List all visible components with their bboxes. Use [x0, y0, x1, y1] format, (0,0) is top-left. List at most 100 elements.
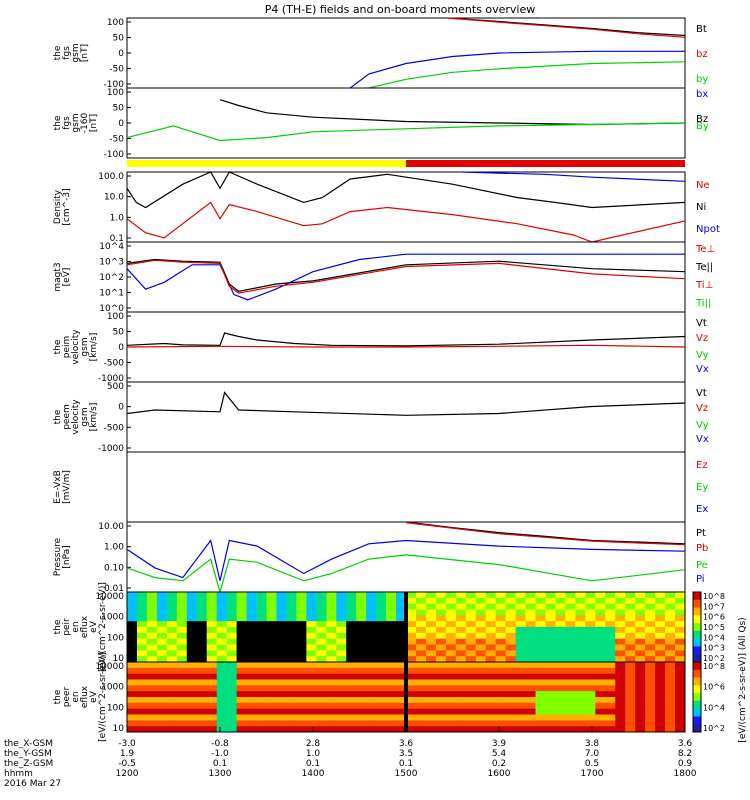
- spectrogram-cell: [176, 603, 188, 610]
- spectrogram-cell: [276, 603, 287, 610]
- spectrogram-cell: [236, 720, 248, 727]
- series-vt-line: [126, 391, 686, 416]
- spectrogram-cell: [415, 638, 427, 645]
- panel-frame: [126, 87, 686, 159]
- ephemeris-value: 1300: [209, 769, 232, 779]
- spectrogram-cell: [236, 685, 248, 692]
- spectrogram-cell: [645, 726, 656, 733]
- spectrogram-cell: [525, 603, 537, 610]
- spectrogram-cell: [645, 708, 656, 715]
- spectrogram-cell: [555, 638, 566, 645]
- spectrogram-cell: [555, 627, 566, 634]
- spectrogram-cell: [356, 720, 367, 727]
- panel-frame: [126, 451, 686, 523]
- spectrogram-cell: [127, 656, 138, 663]
- spectrogram-cell: [665, 662, 676, 669]
- spectrogram-cell: [246, 662, 258, 669]
- spectrogram-cell: [535, 708, 546, 715]
- spectrogram-cell: [286, 621, 297, 628]
- spectrogram-cell: [675, 714, 686, 721]
- spectrogram-cell: [246, 673, 258, 680]
- y-tick-label: 0: [118, 119, 124, 129]
- spectrogram-cell: [136, 697, 148, 704]
- spectrogram-cell: [376, 667, 387, 675]
- spectrogram-cell: [236, 656, 248, 663]
- spectrogram-cell: [356, 691, 367, 698]
- spectrogram-cell: [396, 603, 407, 610]
- spectrogram-cell: [326, 603, 337, 610]
- spectrogram-cell: [406, 702, 417, 710]
- spectrogram-cell: [346, 621, 357, 628]
- spectrogram-cell: [655, 656, 666, 663]
- spectrogram-cell: [465, 673, 477, 680]
- spectrogram-cell: [645, 697, 656, 704]
- spectrogram-cell: [415, 656, 427, 663]
- spectrogram-cell: [136, 592, 148, 599]
- spectrogram-cell: [156, 615, 168, 622]
- spectrogram-cell: [296, 615, 307, 622]
- spectrogram-cell: [146, 638, 158, 645]
- ephemeris-value: 1.0: [306, 749, 321, 759]
- spectrogram-cell: [505, 609, 517, 616]
- spectrogram-cell: [675, 592, 686, 599]
- spectrogram-cell: [445, 714, 457, 721]
- y-tick-label: -50: [109, 135, 124, 145]
- spectrogram-cell: [196, 615, 208, 622]
- spectrogram-cell: [276, 609, 287, 616]
- spectrogram-cell: [156, 603, 168, 610]
- spectrogram-cell: [625, 592, 636, 599]
- spectrogram-cell: [535, 685, 546, 692]
- spectrogram-cell: [615, 685, 626, 692]
- spectrogram-cell: [615, 726, 626, 733]
- spectrogram-cell: [625, 627, 636, 634]
- spectrogram-cell: [545, 714, 556, 721]
- spectrogram-cell: [665, 667, 676, 675]
- spectrogram-cell: [176, 726, 188, 733]
- spectrogram-cell: [356, 615, 367, 622]
- spectrogram-cell: [455, 592, 467, 599]
- spectrogram-cell: [276, 685, 287, 692]
- colorbar-segment: [693, 592, 701, 601]
- spectrogram-cell: [525, 667, 537, 675]
- spectrogram-cell: [276, 656, 287, 663]
- spectrogram-cell: [326, 662, 337, 669]
- spectrogram-cell: [515, 615, 527, 622]
- spectrogram-cell: [396, 673, 407, 680]
- spectrogram-cell: [386, 720, 397, 727]
- spectrogram-cell: [565, 597, 576, 605]
- spectrogram-cell: [625, 662, 636, 669]
- spectrogram-cell: [465, 632, 477, 640]
- spectrogram-cell: [445, 679, 457, 686]
- spectrogram-cell: [186, 720, 198, 727]
- spectrogram-cell: [156, 714, 168, 721]
- spectrogram-cell: [396, 592, 407, 599]
- spectrogram-cell: [346, 662, 357, 669]
- spectrogram-cell: [206, 621, 218, 628]
- y-tick-label: 0: [118, 403, 124, 413]
- spectrogram-cell: [306, 592, 317, 599]
- spectrogram-cell: [266, 697, 277, 704]
- spectrogram-cell: [495, 632, 507, 640]
- spectrogram-cell: [605, 726, 616, 733]
- spectrogram-cell: [465, 697, 477, 704]
- spectrogram-cell: [276, 714, 287, 721]
- spectrogram-cell: [505, 621, 517, 628]
- spectrogram-cell: [286, 702, 297, 710]
- spectrogram-cell: [675, 627, 686, 634]
- spectrogram-cell: [595, 673, 606, 680]
- spectrogram-cell: [306, 726, 317, 733]
- spectrogram-cell: [386, 667, 397, 675]
- spectrogram-cell: [585, 679, 596, 686]
- spectrogram-cell: [166, 644, 178, 651]
- spectrogram-cell: [246, 638, 258, 645]
- spectrogram-cell: [286, 662, 297, 669]
- spectrogram-cell: [535, 667, 546, 675]
- spectrogram-cell: [136, 621, 148, 628]
- spectrogram-cell: [366, 685, 377, 692]
- spectrogram-cell: [535, 679, 546, 686]
- spectrogram-cell: [366, 644, 377, 651]
- spectrogram-cell: [585, 592, 596, 599]
- spectrogram-cell: [186, 691, 198, 698]
- spectrogram-cell: [276, 615, 287, 622]
- ephemeris-value: 3.6: [678, 739, 693, 749]
